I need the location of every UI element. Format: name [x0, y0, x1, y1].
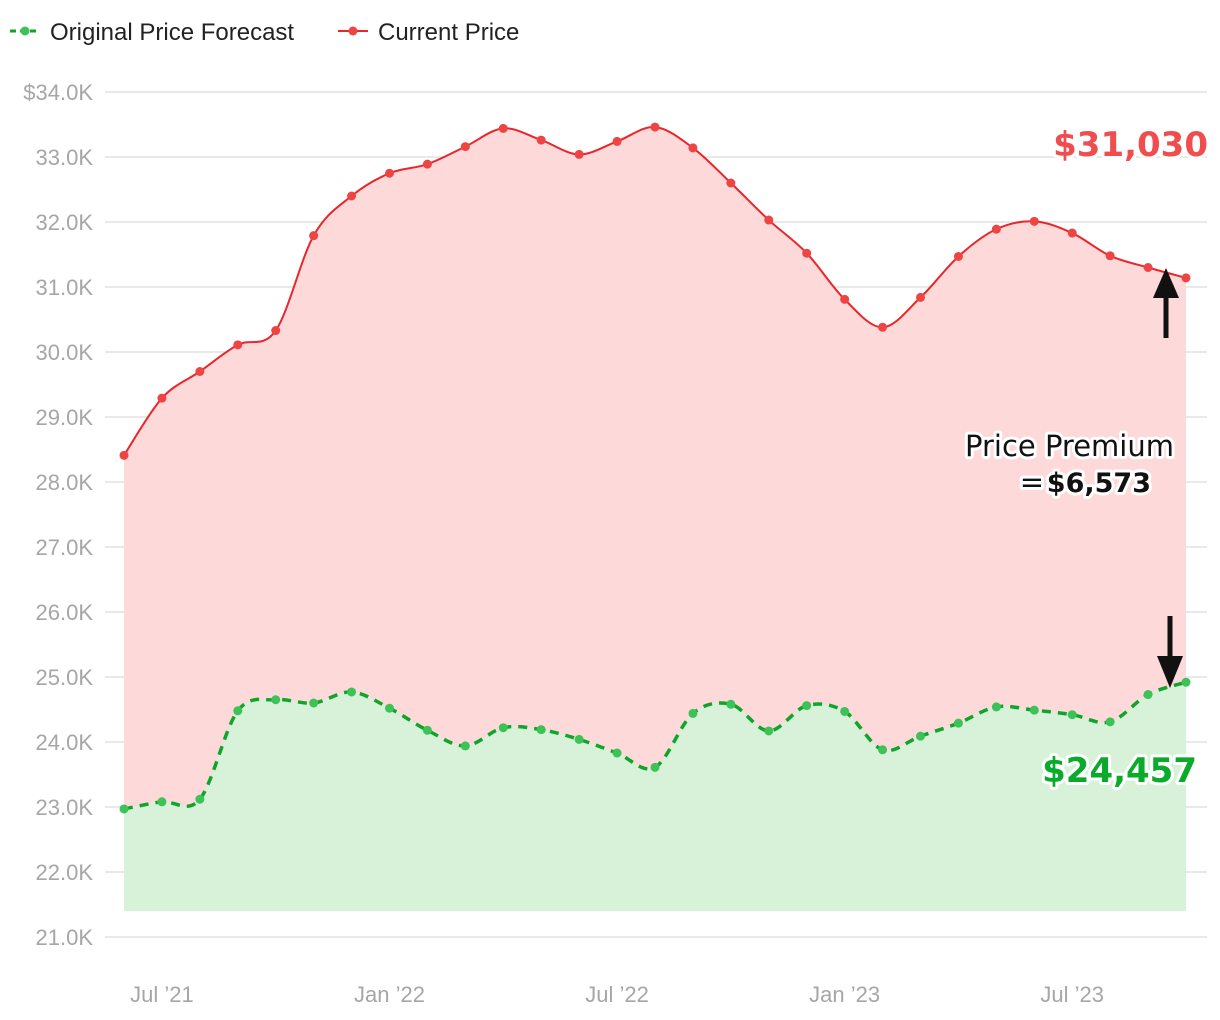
x-tick-label: Jan ’22	[354, 982, 425, 1007]
legend-current-label: Current Price	[378, 19, 519, 46]
price-premium-equals: =	[1020, 465, 1044, 499]
y-tick-label: 26.0K	[36, 600, 94, 625]
forecast-point	[1105, 717, 1115, 727]
y-tick-label: 25.0K	[36, 665, 94, 690]
y-tick-label: 21.0K	[36, 925, 94, 950]
y-tick-label: 29.0K	[36, 405, 94, 430]
forecast-point	[309, 698, 319, 708]
forecast-point	[1067, 710, 1077, 720]
forecast-point	[1181, 677, 1191, 687]
forecast-point	[1029, 705, 1039, 715]
current-price-point	[574, 149, 584, 159]
forecast-point	[764, 726, 774, 736]
x-tick-label: Jan ’23	[809, 982, 880, 1007]
arrow-up-icon	[1153, 268, 1179, 338]
area-fills	[124, 127, 1186, 912]
current-price-point	[1029, 216, 1039, 226]
current-price-point	[688, 143, 698, 153]
forecast-point	[726, 699, 736, 709]
y-tick-label: 24.0K	[36, 730, 94, 755]
x-axis: Jul ’21 Jan ’22 Jul ’22 Jan ’23 Jul ’23	[130, 982, 1104, 1007]
forecast-price-value-label: $24,457	[1042, 751, 1197, 791]
forecast-point	[688, 708, 698, 718]
forecast-point	[991, 702, 1001, 712]
current-price-point	[916, 292, 925, 302]
forecast-point	[536, 725, 546, 735]
forecast-point	[916, 731, 925, 741]
y-tick-label: 31.0K	[36, 275, 94, 300]
y-tick-label: 30.0K	[36, 340, 94, 365]
current-price-point	[271, 326, 281, 336]
forecast-point	[233, 706, 243, 716]
forecast-point	[119, 804, 129, 814]
y-tick-label: 28.0K	[36, 470, 94, 495]
current-price-point	[650, 122, 660, 132]
current-price-point	[802, 248, 812, 258]
current-price-point	[1067, 228, 1077, 238]
forecast-point	[953, 718, 963, 728]
forecast-point	[157, 797, 167, 807]
x-tick-label: Jul ’22	[585, 982, 649, 1007]
forecast-point	[840, 706, 850, 716]
legend: Original Price Forecast Current Price	[10, 19, 519, 46]
current-price-line	[123, 126, 1187, 456]
current-price-point	[195, 367, 205, 376]
forecast-point	[271, 695, 281, 705]
x-tick-label: Jul ’23	[1040, 982, 1104, 1007]
price-premium-label: Price Premium	[965, 429, 1174, 463]
legend-current-dot	[348, 26, 358, 36]
forecast-point	[422, 725, 432, 735]
current-price-point	[953, 251, 963, 261]
forecast-point	[1143, 690, 1153, 700]
forecast-point	[802, 701, 812, 711]
y-tick-label: 32.0K	[36, 210, 94, 235]
series-points	[119, 122, 1191, 814]
current-price-point	[1181, 273, 1191, 283]
current-price-point	[991, 224, 1001, 234]
forecast-point	[612, 748, 622, 758]
current-price-point	[840, 294, 850, 304]
current-price-point	[347, 191, 357, 201]
current-price-point	[536, 135, 546, 145]
forecast-point	[574, 734, 584, 744]
forecast-point	[878, 745, 888, 755]
y-tick-label: 33.0K	[36, 145, 94, 170]
legend-forecast-label: Original Price Forecast	[50, 19, 294, 46]
current-price-point	[498, 123, 508, 133]
current-price-point	[233, 340, 243, 350]
current-price-point	[1143, 263, 1153, 272]
current-price-point	[726, 178, 736, 188]
y-tick-label: 22.0K	[36, 860, 94, 885]
x-tick-label: Jul ’21	[130, 982, 194, 1007]
current-price-point	[157, 393, 167, 403]
current-price-point	[385, 168, 394, 178]
y-tick-label: $34.0K	[23, 80, 93, 105]
current-price-point	[764, 215, 774, 225]
current-price-point	[878, 322, 888, 332]
current-price-point	[612, 136, 622, 146]
current-price-value-label: $31,030	[1053, 125, 1208, 165]
forecast-point	[650, 762, 660, 772]
current-price-point	[119, 450, 129, 460]
y-axis: 21.0K 22.0K 23.0K 24.0K 25.0K 26.0K 27.0K 28.0K…	[23, 80, 93, 950]
forecast-point	[347, 687, 357, 697]
legend-item-current[interactable]: Current Price	[338, 19, 519, 46]
arrow-down-icon	[1157, 616, 1183, 688]
forecast-point	[498, 723, 508, 733]
y-tick-label: 27.0K	[36, 535, 94, 560]
current-price-point	[1105, 251, 1115, 261]
current-price-point	[422, 159, 432, 169]
price-premium-value: $6,573	[1047, 468, 1151, 499]
forecast-point	[460, 741, 470, 751]
forecast-point	[195, 794, 205, 804]
y-tick-label: 23.0K	[36, 795, 94, 820]
forecast-point	[385, 703, 394, 713]
price-premium-value-line: = $6,573	[1017, 462, 1154, 502]
legend-forecast-dot	[20, 26, 30, 36]
current-price-point	[309, 231, 319, 241]
legend-item-forecast[interactable]: Original Price Forecast	[10, 19, 294, 46]
current-price-point	[460, 142, 470, 152]
